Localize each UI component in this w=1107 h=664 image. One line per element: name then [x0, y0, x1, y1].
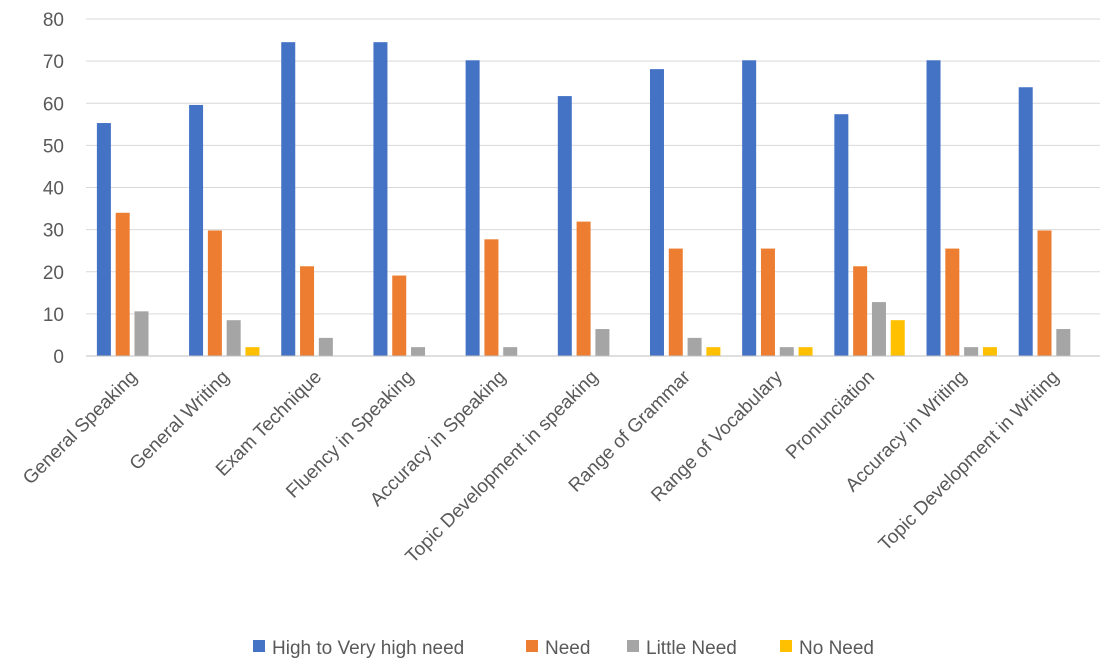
- bar: [649, 69, 664, 356]
- bar: [982, 347, 997, 356]
- legend-swatch: [526, 640, 538, 652]
- bar: [503, 347, 518, 356]
- bar: [668, 248, 683, 356]
- bar: [411, 347, 426, 356]
- x-tick-label: Topic Development in Writing: [875, 367, 1064, 556]
- y-tick-label: 70: [43, 52, 64, 73]
- bar: [226, 320, 241, 356]
- bar: [392, 275, 407, 356]
- y-tick-label: 80: [43, 10, 64, 31]
- bar: [779, 347, 794, 356]
- y-tick-label: 30: [43, 221, 64, 242]
- legend-swatch: [253, 640, 265, 652]
- bar: [484, 239, 499, 356]
- y-tick-label: 10: [43, 305, 64, 326]
- bar: [96, 123, 111, 356]
- bar: [760, 248, 775, 356]
- bar: [945, 248, 960, 356]
- bar: [890, 320, 905, 356]
- y-axis-ticks: 0 10 20 30 40 50 60 70 80: [43, 10, 64, 368]
- bar: [1037, 230, 1052, 356]
- bar: [134, 311, 149, 356]
- bar: [557, 96, 572, 356]
- bar: [742, 60, 757, 356]
- y-tick-label: 40: [43, 179, 64, 200]
- bar: [706, 347, 721, 356]
- bar: [207, 230, 222, 356]
- legend-label: No Need: [799, 638, 874, 659]
- gridlines: [86, 18, 1100, 315]
- bar: [245, 347, 260, 356]
- y-tick-label: 20: [43, 263, 64, 284]
- bar: [115, 212, 130, 356]
- bar: [300, 266, 315, 356]
- bar: [373, 42, 388, 357]
- bar: [465, 60, 480, 356]
- legend-swatch: [780, 640, 792, 652]
- bar: [595, 329, 610, 356]
- bar: [318, 337, 333, 356]
- legend-label: Need: [545, 638, 590, 659]
- x-tick-label: Topic Development in speaking: [402, 367, 603, 568]
- bar: [687, 337, 702, 356]
- x-tick-label: General Writing: [126, 367, 234, 475]
- x-tick-label: Pronunciation: [782, 367, 879, 464]
- bars: [96, 42, 1071, 357]
- bar: [926, 60, 941, 356]
- x-tick-label: General Speaking: [19, 367, 141, 489]
- bar: [281, 42, 296, 357]
- legend-swatch: [627, 640, 639, 652]
- bar: [1056, 329, 1071, 356]
- legend-item: High to Very high need: [253, 638, 464, 659]
- y-tick-label: 60: [43, 94, 64, 115]
- legend-label: High to Very high need: [272, 638, 464, 659]
- bar: [871, 302, 886, 356]
- y-tick-label: 0: [53, 347, 64, 368]
- legend-item: Little Need: [627, 638, 737, 659]
- y-tick-label: 50: [43, 136, 64, 157]
- legend-label: Little Need: [646, 638, 737, 659]
- legend: High to Very high need Need Little Need No …: [253, 638, 874, 659]
- bar: [189, 104, 204, 356]
- bar: [964, 347, 979, 356]
- bar: [798, 347, 813, 356]
- bar: [576, 221, 591, 356]
- legend-item: Need: [526, 638, 590, 659]
- legend-item: No Need: [780, 638, 874, 659]
- bar: [1018, 87, 1033, 357]
- bar: [853, 266, 868, 356]
- bar: [834, 114, 849, 356]
